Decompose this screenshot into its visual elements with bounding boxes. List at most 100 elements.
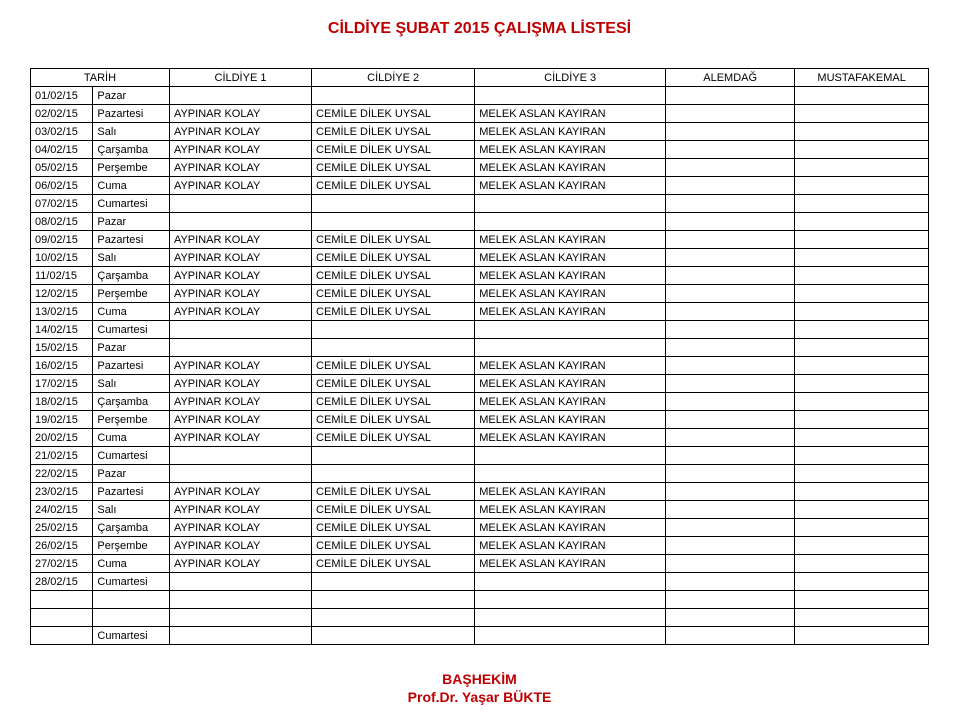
cell-c4 <box>666 393 795 411</box>
cell-c2 <box>312 447 475 465</box>
cell-c1: AYPINAR KOLAY <box>169 177 311 195</box>
cell-day: Çarşamba <box>93 267 170 285</box>
cell-date: 24/02/15 <box>31 501 93 519</box>
cell-day: Pazar <box>93 87 170 105</box>
cell-day: Cuma <box>93 429 170 447</box>
cell-c1: AYPINAR KOLAY <box>169 267 311 285</box>
cell-c4 <box>666 537 795 555</box>
header-row: TARİH CİLDİYE 1 CİLDİYE 2 CİLDİYE 3 ALEM… <box>31 69 929 87</box>
cell-c3: MELEK ASLAN KAYIRAN <box>475 375 666 393</box>
table-row: 10/02/15SalıAYPINAR KOLAYCEMİLE DİLEK UY… <box>31 249 929 267</box>
cell-c4 <box>666 555 795 573</box>
cell-c2 <box>312 591 475 609</box>
cell-date: 22/02/15 <box>31 465 93 483</box>
cell-c5 <box>795 519 929 537</box>
table-row: 28/02/15Cumartesi <box>31 573 929 591</box>
cell-c1 <box>169 321 311 339</box>
table-row: 23/02/15PazartesiAYPINAR KOLAYCEMİLE DİL… <box>31 483 929 501</box>
cell-date: 20/02/15 <box>31 429 93 447</box>
cell-c5 <box>795 465 929 483</box>
cell-c5 <box>795 87 929 105</box>
cell-c5 <box>795 213 929 231</box>
cell-c4 <box>666 591 795 609</box>
cell-c5 <box>795 249 929 267</box>
cell-c4 <box>666 267 795 285</box>
table-row: 04/02/15ÇarşambaAYPINAR KOLAYCEMİLE DİLE… <box>31 141 929 159</box>
table-row: 18/02/15ÇarşambaAYPINAR KOLAYCEMİLE DİLE… <box>31 393 929 411</box>
cell-day <box>93 609 170 627</box>
cell-c3: MELEK ASLAN KAYIRAN <box>475 249 666 267</box>
cell-c3: MELEK ASLAN KAYIRAN <box>475 285 666 303</box>
cell-c4 <box>666 483 795 501</box>
cell-c1: AYPINAR KOLAY <box>169 285 311 303</box>
cell-c1 <box>169 627 311 645</box>
cell-c1 <box>169 465 311 483</box>
cell-c4 <box>666 303 795 321</box>
cell-c4 <box>666 195 795 213</box>
cell-c2: CEMİLE DİLEK UYSAL <box>312 357 475 375</box>
cell-c1: AYPINAR KOLAY <box>169 357 311 375</box>
cell-date <box>31 609 93 627</box>
cell-c4 <box>666 231 795 249</box>
cell-c2: CEMİLE DİLEK UYSAL <box>312 249 475 267</box>
cell-c5 <box>795 177 929 195</box>
cell-day: Salı <box>93 249 170 267</box>
cell-date: 05/02/15 <box>31 159 93 177</box>
cell-date: 10/02/15 <box>31 249 93 267</box>
cell-c1: AYPINAR KOLAY <box>169 501 311 519</box>
cell-date: 18/02/15 <box>31 393 93 411</box>
footer-line1: BAŞHEKİM <box>30 670 929 688</box>
cell-c4 <box>666 375 795 393</box>
table-row <box>31 609 929 627</box>
cell-date: 06/02/15 <box>31 177 93 195</box>
table-row: 21/02/15Cumartesi <box>31 447 929 465</box>
cell-c1 <box>169 339 311 357</box>
cell-day: Pazartesi <box>93 357 170 375</box>
cell-c5 <box>795 393 929 411</box>
cell-c3 <box>475 591 666 609</box>
cell-date: 03/02/15 <box>31 123 93 141</box>
cell-c1 <box>169 573 311 591</box>
cell-day: Pazartesi <box>93 105 170 123</box>
cell-date: 15/02/15 <box>31 339 93 357</box>
cell-day: Çarşamba <box>93 393 170 411</box>
cell-day: Perşembe <box>93 537 170 555</box>
cell-c1: AYPINAR KOLAY <box>169 141 311 159</box>
table-row: 02/02/15PazartesiAYPINAR KOLAYCEMİLE DİL… <box>31 105 929 123</box>
cell-c3: MELEK ASLAN KAYIRAN <box>475 267 666 285</box>
cell-day: Cuma <box>93 177 170 195</box>
table-row: 17/02/15SalıAYPINAR KOLAYCEMİLE DİLEK UY… <box>31 375 929 393</box>
cell-c3 <box>475 213 666 231</box>
cell-date: 13/02/15 <box>31 303 93 321</box>
cell-c4 <box>666 429 795 447</box>
cell-c4 <box>666 411 795 429</box>
cell-c1: AYPINAR KOLAY <box>169 429 311 447</box>
cell-c1: AYPINAR KOLAY <box>169 411 311 429</box>
cell-c3 <box>475 87 666 105</box>
table-row: 22/02/15Pazar <box>31 465 929 483</box>
cell-c3: MELEK ASLAN KAYIRAN <box>475 123 666 141</box>
header-c4: ALEMDAĞ <box>666 69 795 87</box>
cell-c4 <box>666 285 795 303</box>
cell-c3: MELEK ASLAN KAYIRAN <box>475 177 666 195</box>
cell-c1: AYPINAR KOLAY <box>169 555 311 573</box>
cell-c5 <box>795 429 929 447</box>
cell-c2: CEMİLE DİLEK UYSAL <box>312 303 475 321</box>
cell-c1 <box>169 447 311 465</box>
cell-day: Cumartesi <box>93 627 170 645</box>
table-row: 05/02/15PerşembeAYPINAR KOLAYCEMİLE DİLE… <box>31 159 929 177</box>
cell-c2: CEMİLE DİLEK UYSAL <box>312 159 475 177</box>
cell-c3 <box>475 321 666 339</box>
cell-c5 <box>795 303 929 321</box>
cell-c2: CEMİLE DİLEK UYSAL <box>312 177 475 195</box>
table-row: 11/02/15ÇarşambaAYPINAR KOLAYCEMİLE DİLE… <box>31 267 929 285</box>
cell-c5 <box>795 411 929 429</box>
cell-c5 <box>795 573 929 591</box>
cell-day: Pazar <box>93 339 170 357</box>
cell-day: Çarşamba <box>93 519 170 537</box>
cell-c5 <box>795 339 929 357</box>
cell-c2 <box>312 213 475 231</box>
cell-date: 25/02/15 <box>31 519 93 537</box>
cell-c5 <box>795 483 929 501</box>
cell-day: Cuma <box>93 303 170 321</box>
